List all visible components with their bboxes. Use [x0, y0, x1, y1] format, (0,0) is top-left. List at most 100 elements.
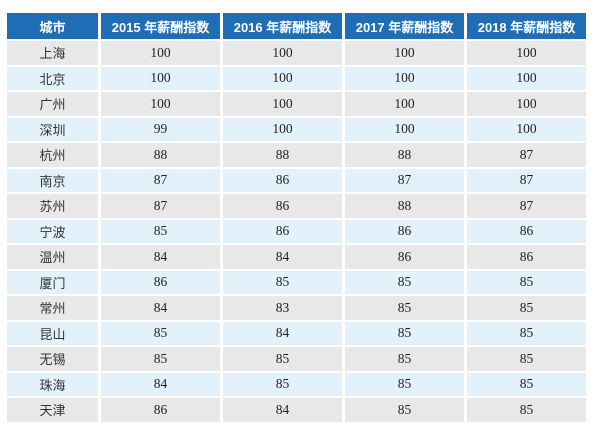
salary-index-value-cell: 86 [467, 219, 586, 243]
salary-index-value-cell: 100 [223, 117, 342, 141]
table-row: 昆山 85 84 85 85 [7, 321, 586, 345]
salary-index-value-cell: 88 [101, 143, 220, 167]
table-row: 南京 87 86 87 87 [7, 168, 586, 192]
salary-index-value-cell: 100 [467, 117, 586, 141]
table-row: 无锡 85 85 85 85 [7, 347, 586, 371]
salary-index-value-cell: 87 [101, 168, 220, 192]
salary-index-value-cell: 87 [467, 143, 586, 167]
salary-index-value-cell: 84 [223, 321, 342, 345]
salary-index-value-cell: 85 [345, 270, 464, 294]
salary-index-value-cell: 100 [101, 66, 220, 90]
table-header: 城市 2015 年薪酬指数 2016 年薪酬指数 2017 年薪酬指数 2018… [7, 13, 586, 39]
table-row: 温州 84 84 86 86 [7, 245, 586, 269]
salary-index-value-cell: 85 [101, 321, 220, 345]
salary-index-value-cell: 86 [101, 270, 220, 294]
salary-index-value-cell: 85 [101, 219, 220, 243]
salary-index-value-cell: 86 [223, 168, 342, 192]
city-name-cell: 无锡 [7, 347, 98, 371]
salary-index-value-cell: 85 [467, 321, 586, 345]
table-row: 珠海 84 85 85 85 [7, 372, 586, 396]
header-cell-city: 城市 [7, 13, 98, 39]
salary-index-value-cell: 88 [223, 143, 342, 167]
header-cell-2018: 2018 年薪酬指数 [467, 13, 586, 39]
salary-index-value-cell: 100 [101, 41, 220, 65]
salary-index-value-cell: 100 [467, 92, 586, 116]
table-row: 广州 100 100 100 100 [7, 92, 586, 116]
salary-index-value-cell: 100 [467, 41, 586, 65]
city-name-cell: 南京 [7, 168, 98, 192]
table-row: 宁波 85 86 86 86 [7, 219, 586, 243]
salary-index-value-cell: 87 [467, 168, 586, 192]
header-cell-2015: 2015 年薪酬指数 [101, 13, 220, 39]
table-row: 天津 86 84 85 85 [7, 398, 586, 422]
salary-index-value-cell: 85 [223, 347, 342, 371]
salary-index-value-cell: 100 [345, 117, 464, 141]
salary-index-value-cell: 86 [467, 245, 586, 269]
salary-index-value-cell: 85 [101, 347, 220, 371]
salary-index-value-cell: 84 [101, 372, 220, 396]
salary-index-value-cell: 83 [223, 296, 342, 320]
salary-index-value-cell: 85 [345, 398, 464, 422]
salary-index-value-cell: 85 [467, 398, 586, 422]
salary-index-value-cell: 87 [467, 194, 586, 218]
salary-index-value-cell: 100 [345, 41, 464, 65]
table-row: 苏州 87 86 88 87 [7, 194, 586, 218]
salary-index-value-cell: 85 [467, 270, 586, 294]
city-name-cell: 北京 [7, 66, 98, 90]
salary-index-value-cell: 85 [345, 372, 464, 396]
salary-index-value-cell: 88 [345, 143, 464, 167]
salary-index-value-cell: 100 [223, 66, 342, 90]
salary-index-value-cell: 85 [467, 347, 586, 371]
salary-index-value-cell: 84 [223, 398, 342, 422]
city-name-cell: 广州 [7, 92, 98, 116]
salary-index-value-cell: 84 [223, 245, 342, 269]
salary-index-value-cell: 100 [467, 66, 586, 90]
salary-index-table-container: 城市 2015 年薪酬指数 2016 年薪酬指数 2017 年薪酬指数 2018… [4, 11, 589, 424]
header-cell-2017: 2017 年薪酬指数 [345, 13, 464, 39]
salary-index-value-cell: 86 [345, 219, 464, 243]
salary-index-value-cell: 84 [101, 245, 220, 269]
salary-index-value-cell: 87 [345, 168, 464, 192]
salary-index-value-cell: 85 [345, 321, 464, 345]
salary-index-value-cell: 86 [223, 219, 342, 243]
table-row: 杭州 88 88 88 87 [7, 143, 586, 167]
city-name-cell: 苏州 [7, 194, 98, 218]
city-name-cell: 常州 [7, 296, 98, 320]
table-body: 上海 100 100 100 100 北京 100 100 100 100 广州 100 100 100 1… [7, 41, 586, 422]
city-name-cell: 温州 [7, 245, 98, 269]
salary-index-value-cell: 85 [467, 296, 586, 320]
salary-index-value-cell: 85 [345, 347, 464, 371]
table-row: 常州 84 83 85 85 [7, 296, 586, 320]
table-row: 深圳 99 100 100 100 [7, 117, 586, 141]
salary-index-value-cell: 87 [101, 194, 220, 218]
header-row: 城市 2015 年薪酬指数 2016 年薪酬指数 2017 年薪酬指数 2018… [7, 13, 586, 39]
salary-index-value-cell: 85 [223, 372, 342, 396]
salary-index-value-cell: 85 [467, 372, 586, 396]
salary-index-value-cell: 99 [101, 117, 220, 141]
table-row: 北京 100 100 100 100 [7, 66, 586, 90]
salary-index-value-cell: 100 [223, 41, 342, 65]
table-row: 厦门 86 85 85 85 [7, 270, 586, 294]
city-name-cell: 杭州 [7, 143, 98, 167]
salary-index-value-cell: 84 [101, 296, 220, 320]
salary-index-value-cell: 100 [223, 92, 342, 116]
city-name-cell: 深圳 [7, 117, 98, 141]
city-name-cell: 厦门 [7, 270, 98, 294]
salary-index-value-cell: 85 [223, 270, 342, 294]
table-row: 上海 100 100 100 100 [7, 41, 586, 65]
salary-index-value-cell: 88 [345, 194, 464, 218]
salary-index-value-cell: 86 [345, 245, 464, 269]
city-name-cell: 宁波 [7, 219, 98, 243]
salary-index-value-cell: 100 [101, 92, 220, 116]
city-name-cell: 昆山 [7, 321, 98, 345]
salary-index-value-cell: 100 [345, 66, 464, 90]
header-cell-2016: 2016 年薪酬指数 [223, 13, 342, 39]
salary-index-table: 城市 2015 年薪酬指数 2016 年薪酬指数 2017 年薪酬指数 2018… [4, 11, 589, 424]
city-name-cell: 上海 [7, 41, 98, 65]
city-name-cell: 天津 [7, 398, 98, 422]
salary-index-value-cell: 100 [345, 92, 464, 116]
salary-index-value-cell: 86 [223, 194, 342, 218]
salary-index-value-cell: 85 [345, 296, 464, 320]
salary-index-value-cell: 86 [101, 398, 220, 422]
city-name-cell: 珠海 [7, 372, 98, 396]
